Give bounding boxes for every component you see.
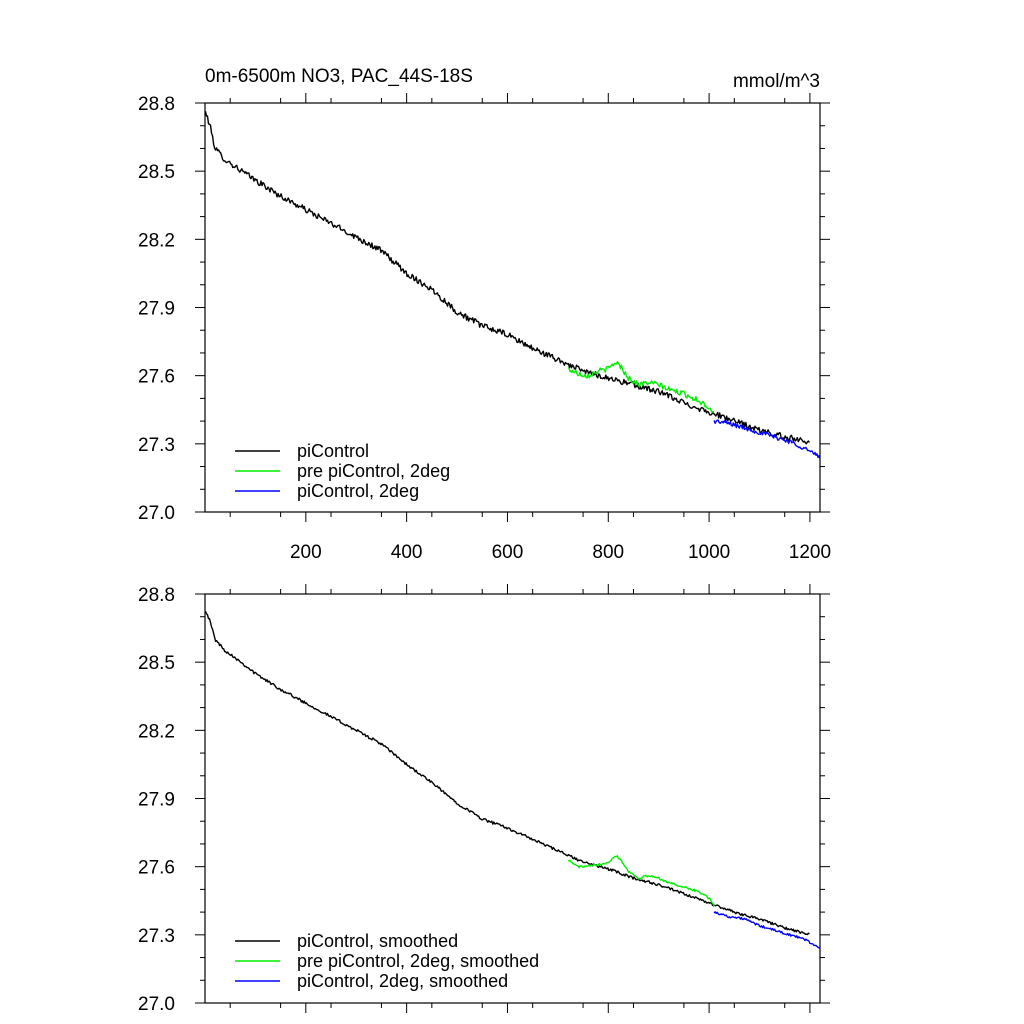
x-tick-label: 200 <box>290 542 322 563</box>
x-tick-label: 800 <box>592 542 624 563</box>
panel-title: 0m-6500m NO3, PAC_44S-18S <box>205 66 473 87</box>
y-tick-label: 28.2 <box>138 721 175 742</box>
legend-label: piControl, smoothed <box>297 931 458 951</box>
legend-label: pre piControl, 2deg, smoothed <box>297 951 539 971</box>
plot-frame <box>204 102 821 513</box>
y-tick-label: 27.9 <box>138 790 175 811</box>
y-tick-label: 27.6 <box>138 367 175 388</box>
x-tick-label: 400 <box>391 542 423 563</box>
bottom-panel: 27.0 27.3 27.6 27.9 28.2 28.5 28.8 piControl, … <box>138 584 830 1015</box>
y-tick-label: 27.0 <box>138 503 175 524</box>
y-tick-label: 27.3 <box>138 926 175 947</box>
legend-label: piControl, 2deg, smoothed <box>297 971 508 991</box>
y-tick-label: 28.2 <box>138 230 175 251</box>
plot-frame <box>204 593 821 1004</box>
y-tick-label: 27.6 <box>138 858 175 879</box>
x-tick-label: 1000 <box>688 542 730 563</box>
series-line <box>567 361 715 413</box>
y-tick-label: 28.8 <box>138 94 175 115</box>
y-tick-label: 27.9 <box>138 299 175 320</box>
legend-label: pre piControl, 2deg <box>297 461 450 481</box>
y-tick-label: 28.5 <box>138 653 175 674</box>
y-tick-label: 27.0 <box>138 994 175 1015</box>
series-line <box>204 610 810 936</box>
legend-label: piControl, 2deg <box>297 481 419 501</box>
units-label: mmol/m^3 <box>733 71 820 92</box>
series-line <box>567 855 715 907</box>
series-line <box>204 111 810 445</box>
y-tick-label: 28.5 <box>138 162 175 183</box>
y-tick-label: 28.8 <box>138 585 175 606</box>
y-tick-label: 27.3 <box>138 435 175 456</box>
top-panel: 0m-6500m NO3, PAC_44S-18S mmol/m^3 27.0 2… <box>138 66 831 563</box>
series-line <box>713 419 821 459</box>
x-tick-label: 1200 <box>789 542 831 563</box>
legend-label: piControl <box>297 441 369 461</box>
series-line <box>713 911 820 949</box>
x-tick-label: 600 <box>492 542 524 563</box>
